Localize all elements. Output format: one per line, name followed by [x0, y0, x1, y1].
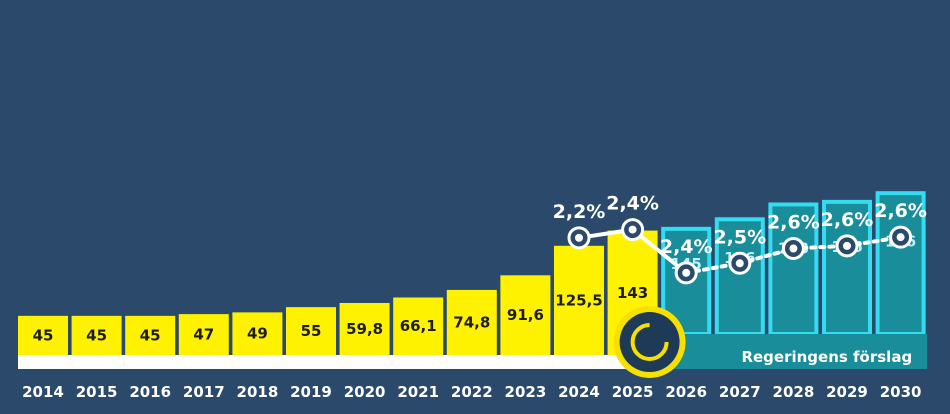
bar-value-label-2016: 45: [140, 326, 161, 344]
percent-marker-dot-2027: [735, 259, 744, 268]
percent-label-2026: 2,4%: [660, 236, 713, 258]
x-tick-2020: 2020: [344, 383, 386, 401]
legend-circle-inner: [619, 312, 680, 372]
legend-band: [647, 334, 928, 369]
percent-label-2027: 2,5%: [713, 226, 766, 248]
bar-2027: [714, 217, 765, 336]
percent-marker-dot-2029: [843, 241, 851, 250]
x-tick-2017: 2017: [183, 383, 225, 401]
x-tick-2026: 2026: [665, 383, 707, 401]
bar-2028: [768, 202, 819, 336]
x-tick-2015: 2015: [76, 383, 118, 401]
bar-2023: [500, 275, 551, 355]
x-axis-ticks: 2014 2015 2016 2017 2018 2019 2020 2021 2022 2023…: [22, 383, 921, 401]
bar-2018: [232, 312, 283, 355]
bar-value-label-2021: 66,1: [400, 317, 437, 335]
percent-label-2024: 2,2%: [553, 201, 606, 223]
x-tick-2027: 2027: [719, 383, 761, 401]
x-tick-2014: 2014: [22, 383, 64, 401]
baseline-band: [18, 355, 658, 369]
bar-2020: [339, 302, 390, 355]
legend-label: Regeringens förslag: [741, 348, 912, 366]
bar-value-label-2018: 49: [247, 325, 268, 343]
percent-marker-dot-2025: [628, 225, 637, 234]
percent-label-2025: 2,4%: [606, 193, 659, 215]
percent-marker-dot-2028: [789, 244, 798, 253]
legend-circle-ring: [630, 323, 669, 361]
bar-value-label-2022: 74,8: [453, 313, 490, 331]
x-tick-2029: 2029: [826, 383, 868, 401]
x-tick-2024: 2024: [558, 383, 600, 401]
bar-2016: [125, 315, 176, 355]
x-tick-2023: 2023: [505, 383, 547, 401]
bar-2022: [446, 289, 497, 355]
percent-label-2030: 2,6%: [874, 200, 927, 222]
percent-marker-dot-2026: [682, 268, 691, 277]
percent-marker-dot-2030: [896, 233, 905, 242]
bar-2030: [875, 191, 926, 336]
x-tick-2019: 2019: [290, 383, 332, 401]
bar-value-label-2025: 143: [617, 284, 648, 302]
x-tick-2018: 2018: [237, 383, 279, 401]
x-tick-2030: 2030: [880, 383, 922, 401]
bar-2014: [18, 315, 68, 355]
bar-value-label-2024: 125,5: [555, 291, 602, 309]
percent-line: 2,2% 2,4%2,4% 2,5%2,6% 2,6% 2,6%: [553, 193, 927, 285]
legend: Regeringens förslag: [613, 306, 928, 378]
bar-2017: [178, 314, 229, 355]
percent-label-2028: 2,6%: [767, 211, 820, 233]
percent-marker-dot-2024: [575, 233, 583, 242]
bar-2019: [286, 307, 336, 355]
bars: 45454547495559,866,174,891,6125,51431451…: [18, 191, 926, 355]
bar-value-label-2019: 55: [301, 322, 322, 340]
baseline-band-rect: [18, 355, 658, 369]
x-tick-2028: 2028: [773, 383, 815, 401]
x-tick-2025: 2025: [612, 383, 654, 401]
bar-value-label-2014: 45: [33, 326, 54, 344]
bar-value-label-2017: 47: [193, 326, 214, 344]
bar-value-label-2015: 45: [86, 326, 107, 344]
x-tick-2022: 2022: [451, 383, 493, 401]
x-tick-2016: 2016: [129, 383, 171, 401]
bar-value-label-2023: 91,6: [507, 306, 544, 324]
percent-label-2029: 2,6%: [821, 209, 874, 231]
bar-2015: [71, 315, 122, 355]
bar-2021: [393, 297, 444, 355]
bar-value-label-2020: 59,8: [346, 320, 383, 338]
bar-2024: [554, 245, 604, 355]
x-tick-2021: 2021: [397, 383, 439, 401]
